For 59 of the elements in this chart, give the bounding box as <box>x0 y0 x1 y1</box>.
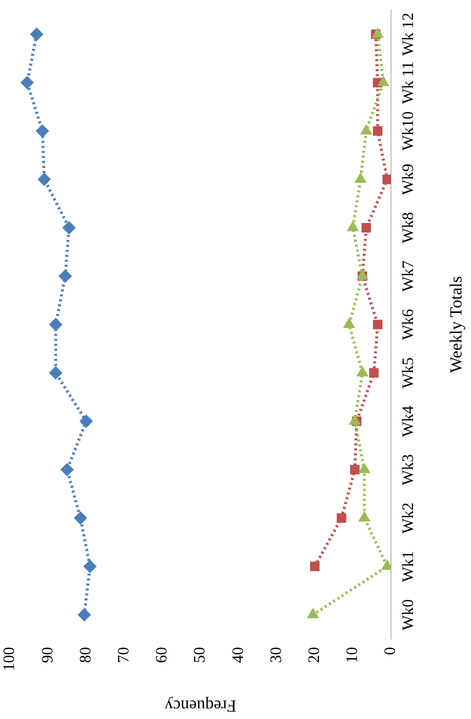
x-tick-label: 80 <box>77 647 94 663</box>
x-axis-title: Frequency <box>164 696 236 716</box>
point <box>349 414 360 425</box>
x-tick-label: 0 <box>382 647 400 655</box>
point <box>361 222 371 232</box>
x-tick-label: 10 <box>344 647 362 663</box>
y-tick-label: Wk 12 <box>400 12 418 56</box>
point <box>74 512 87 525</box>
point <box>36 124 49 138</box>
point <box>78 608 91 622</box>
x-tick-label: 20 <box>306 647 324 663</box>
point <box>62 221 76 234</box>
point <box>358 512 370 522</box>
x-tick-label: 60 <box>154 647 171 663</box>
point <box>372 28 384 38</box>
y-tick-label: Wk 11 <box>400 61 418 104</box>
x-tick-label: 90 <box>39 647 56 663</box>
x-tick-label: 40 <box>230 647 247 663</box>
point <box>310 562 320 572</box>
x-tick-label: 100 <box>1 647 18 671</box>
x-tick-label: 70 <box>116 647 133 663</box>
y-tick-label: Wk9 <box>400 164 418 195</box>
y-tick-label: Wk0 <box>400 599 418 630</box>
point <box>372 126 382 136</box>
point <box>347 221 359 232</box>
point <box>84 560 97 573</box>
y-tick-label: Wk7 <box>400 260 418 292</box>
point <box>382 174 391 184</box>
point <box>336 513 346 523</box>
point <box>360 124 372 134</box>
point <box>369 368 379 378</box>
y-axis-title: Weekly Totals <box>446 276 466 373</box>
y-tick-label: Wk2 <box>400 502 418 534</box>
point <box>354 172 366 183</box>
point <box>80 414 93 428</box>
point <box>356 366 368 376</box>
x-tick-label: 50 <box>192 647 209 663</box>
y-tick-label: Wk10 <box>400 111 418 151</box>
y-tick-label: Wk6 <box>400 308 418 340</box>
y-tick-label: Wk5 <box>400 357 418 388</box>
point <box>20 76 34 90</box>
point <box>60 463 74 476</box>
point <box>350 464 360 474</box>
point <box>343 318 355 328</box>
point <box>30 28 44 41</box>
point <box>358 463 370 474</box>
point <box>49 318 62 331</box>
point <box>58 270 72 283</box>
y-tick-label: Wk1 <box>400 550 418 582</box>
point <box>381 560 391 570</box>
y-tick-label: Wk4 <box>400 406 418 437</box>
point <box>378 76 390 86</box>
x-tick-label: 30 <box>268 647 285 663</box>
point <box>49 366 62 380</box>
point <box>372 320 382 330</box>
y-tick-label: Wk8 <box>400 212 418 244</box>
point <box>307 608 319 618</box>
y-tick-label: Wk3 <box>400 454 418 486</box>
point <box>38 172 51 186</box>
